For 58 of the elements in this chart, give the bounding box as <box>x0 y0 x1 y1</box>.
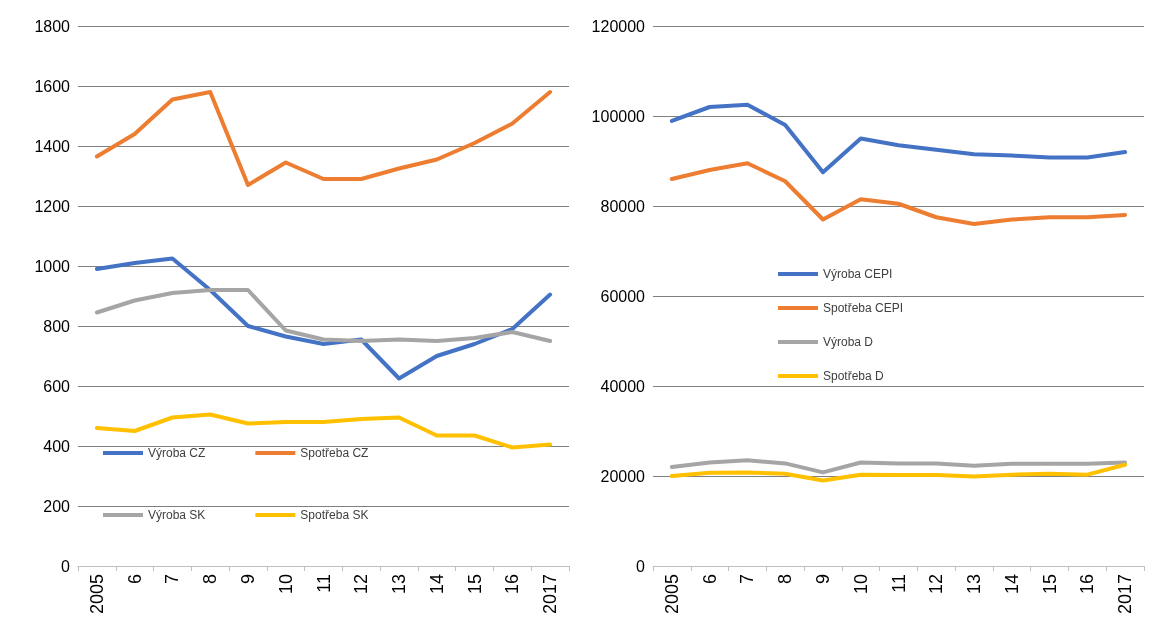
line-series <box>94 412 553 450</box>
x-tick-label: 11 <box>888 574 909 593</box>
x-tick-label: 6 <box>124 574 145 585</box>
x-tick-label: 13 <box>964 574 985 595</box>
y-tick-label: 1000 <box>34 257 71 275</box>
x-tick-label: 16 <box>1077 574 1098 595</box>
x-tick-label: 2017 <box>1115 574 1136 615</box>
y-tick-label: 1600 <box>34 77 71 95</box>
x-tick-label: 7 <box>162 574 183 585</box>
x-tick-label: 13 <box>389 574 410 595</box>
x-tick-label: 8 <box>200 574 221 585</box>
x-tick-label: 14 <box>1001 574 1022 595</box>
y-tick-label: 0 <box>61 557 71 575</box>
legend-label: Spotřeba SK <box>300 508 369 522</box>
x-tick-label: 10 <box>850 574 871 595</box>
y-tick-label: 400 <box>43 437 71 455</box>
y-tick-label: 800 <box>43 317 71 335</box>
legend-label: Spotřeba D <box>823 369 885 383</box>
x-tick-label: 7 <box>737 574 758 585</box>
y-tick-label: 1800 <box>34 17 71 35</box>
line-series <box>669 161 1128 226</box>
y-tick-label: 60000 <box>600 287 646 305</box>
legend-label: Výroba CEPI <box>823 267 893 281</box>
y-tick-label: 80000 <box>600 197 646 215</box>
y-tick-label: 20000 <box>600 467 646 485</box>
y-tick-label: 100000 <box>591 107 646 125</box>
x-tick-label: 12 <box>351 574 372 595</box>
y-tick-label: 200 <box>43 497 71 515</box>
line-series <box>669 458 1128 475</box>
y-tick-label: 120000 <box>591 17 646 35</box>
x-tick-label: 2005 <box>86 574 107 615</box>
x-tick-label: 9 <box>237 574 258 585</box>
line-series <box>94 90 553 187</box>
x-tick-label: 14 <box>426 574 447 595</box>
line-series <box>669 102 1128 175</box>
y-tick-label: 0 <box>636 557 646 575</box>
x-tick-label: 16 <box>502 574 523 595</box>
x-tick-label: 9 <box>812 574 833 585</box>
legend-label: Výroba D <box>823 335 874 349</box>
y-tick-label: 40000 <box>600 377 646 395</box>
x-tick-label: 15 <box>1039 574 1060 595</box>
line-series <box>669 462 1128 483</box>
x-tick-label: 12 <box>926 574 947 595</box>
line-series <box>94 288 553 343</box>
x-tick-label: 2005 <box>661 574 682 615</box>
x-tick-label: 8 <box>775 574 796 585</box>
y-tick-label: 1400 <box>34 137 71 155</box>
y-tick-label: 1200 <box>34 197 71 215</box>
y-tick-label: 600 <box>43 377 71 395</box>
x-tick-label: 10 <box>275 574 296 595</box>
legend-label: Výroba CZ <box>148 446 206 460</box>
x-tick-label: 2017 <box>540 574 561 615</box>
legend-label: Výroba SK <box>148 508 206 522</box>
legend-label: Spotřeba CZ <box>300 446 369 460</box>
x-tick-label: 15 <box>464 574 485 595</box>
x-tick-label: 11 <box>313 574 334 593</box>
x-tick-label: 6 <box>699 574 720 585</box>
legend-label: Spotřeba CEPI <box>823 301 904 315</box>
